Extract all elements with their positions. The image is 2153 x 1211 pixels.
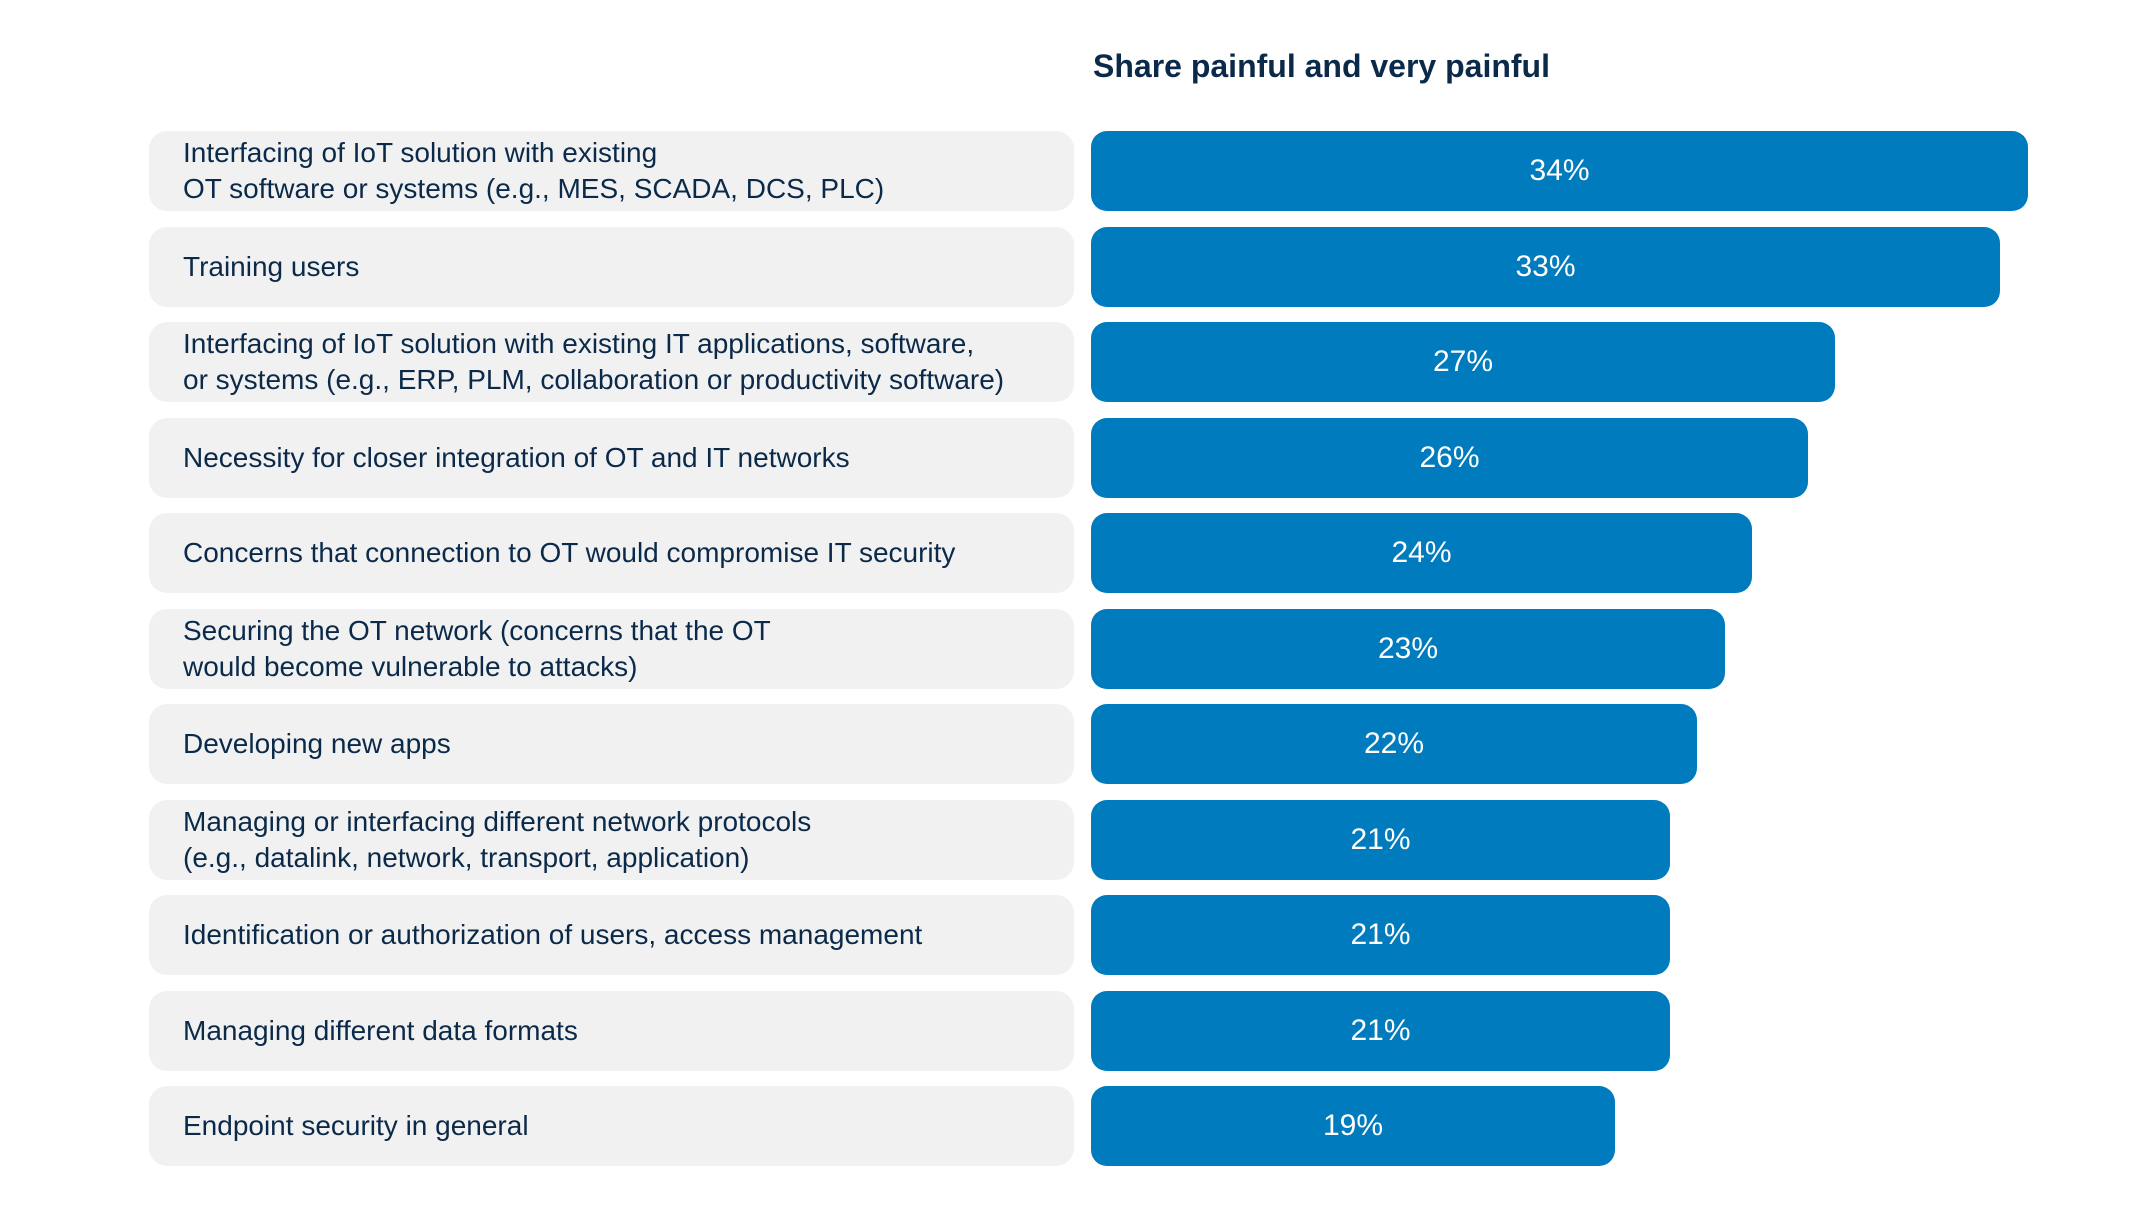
chart-row: Interfacing of IoT solution with existin… [0,322,2153,402]
category-label-box: Endpoint security in general [149,1086,1074,1166]
category-label: Concerns that connection to OT would com… [183,537,956,568]
category-label-box: Managing different data formats [149,991,1074,1071]
bar: 33% [1091,227,2000,307]
bar-value-label: 21% [1350,823,1411,856]
category-label: Interfacing of IoT solution with existin… [183,137,885,204]
category-label: Identification or authorization of users… [183,919,923,950]
category-label: Training users [183,251,360,282]
bar-value-label: 26% [1419,441,1480,474]
bar-value-label: 22% [1363,727,1425,760]
category-label-box: Securing the OT network (concerns that t… [149,609,1074,689]
category-label-box: Interfacing of IoT solution with existin… [149,322,1074,402]
bar: 27% [1091,322,1835,402]
category-label: Securing the OT network (concerns that t… [183,615,771,682]
bar-value-label: 21% [1350,1014,1411,1047]
bar-value-label: 23% [1377,632,1439,665]
bar: 34% [1091,131,2028,211]
chart-row: Securing the OT network (concerns that t… [0,609,2153,689]
category-label-box: Interfacing of IoT solution with existin… [149,131,1074,211]
category-label: Managing different data formats [183,1015,578,1046]
chart-row: Necessity for closer integration of OT a… [0,418,2153,498]
bar-value-label: 34% [1529,154,1590,187]
chart-row: Identification or authorization of users… [0,895,2153,975]
chart-row: Managing different data formats 21% [0,991,2153,1071]
category-label-box: Concerns that connection to OT would com… [149,513,1074,593]
bar: 23% [1091,609,1725,689]
bar-value-label: 24% [1391,536,1452,569]
chart-row: Endpoint security in general 19% [0,1086,2153,1166]
bar: 26% [1091,418,1808,498]
bar-value-label: 21% [1350,918,1411,951]
chart-row: Developing new apps 22% [0,704,2153,784]
category-label: Endpoint security in general [183,1110,529,1141]
category-label-box: Managing or interfacing different networ… [149,800,1074,880]
category-label: Necessity for closer integration of OT a… [183,442,850,473]
chart-row: Concerns that connection to OT would com… [0,513,2153,593]
category-label: Developing new apps [183,728,451,759]
category-label-box: Training users [149,227,1074,307]
bar-value-label: 19% [1322,1109,1384,1142]
bar: 21% [1091,991,1670,1071]
bar: 19% [1091,1086,1615,1166]
bar: 24% [1091,513,1752,593]
chart-row: Managing or interfacing different networ… [0,800,2153,880]
bar-value-label: 27% [1432,345,1494,378]
category-label: Interfacing of IoT solution with existin… [183,328,1005,395]
chart-row: Interfacing of IoT solution with existin… [0,131,2153,211]
bar: 21% [1091,800,1670,880]
category-label-box: Developing new apps [149,704,1074,784]
bar-value-label: 33% [1515,250,1576,283]
category-label: Managing or interfacing different networ… [183,806,812,873]
chart-title: Share painful and very painful [1093,48,1550,84]
chart-row: Training users 33% [0,227,2153,307]
bar: 22% [1091,704,1697,784]
bar: 21% [1091,895,1670,975]
category-label-box: Necessity for closer integration of OT a… [149,418,1074,498]
category-label-box: Identification or authorization of users… [149,895,1074,975]
